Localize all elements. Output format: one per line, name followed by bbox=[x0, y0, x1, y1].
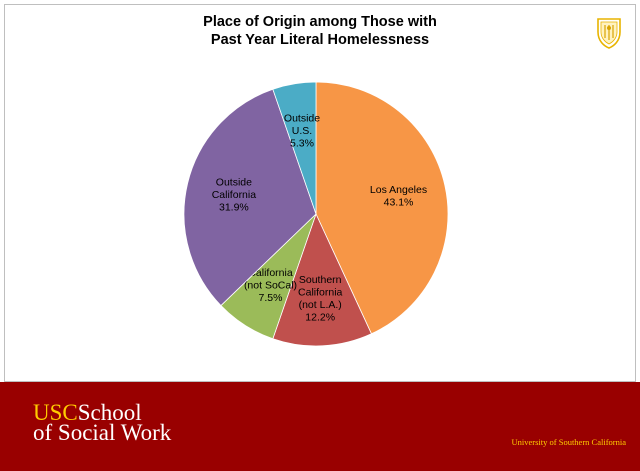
pie-category-label: California bbox=[248, 267, 293, 279]
pie-category-label: California bbox=[298, 287, 343, 299]
pie-value-label: 31.9% bbox=[219, 201, 249, 213]
pie-category-label: Outside bbox=[216, 176, 252, 188]
pie-label-california-not-socal: California (not SoCal) 7.5% bbox=[244, 267, 297, 304]
pie-label-southern-california-not-l-a: Southern California (not L.A.) 12.2% bbox=[298, 274, 343, 324]
pie-label-los-angeles: Los Angeles 43.1% bbox=[370, 184, 427, 209]
logo-school-text: School bbox=[77, 400, 142, 425]
logo-line-2: of Social Work bbox=[33, 420, 172, 445]
pie-value-label: 5.3% bbox=[290, 138, 314, 150]
usc-shield-icon bbox=[597, 18, 621, 49]
pie-slice-outside-u-s bbox=[272, 81, 317, 215]
pie-value-label: 7.5% bbox=[259, 292, 283, 304]
footer-bar bbox=[0, 382, 640, 471]
pie-category-label: U.S. bbox=[292, 125, 312, 137]
logo-usc-text: USC bbox=[33, 400, 78, 425]
pie-value-label: 12.2% bbox=[305, 312, 335, 324]
pie-category-label: (not L.A.) bbox=[299, 299, 342, 311]
chart-title-line-1: Place of Origin among Those with bbox=[203, 14, 437, 30]
pie-label-outside-u-s: Outside U.S. 5.3% bbox=[284, 113, 320, 150]
pie-slice-los-angeles bbox=[315, 81, 449, 335]
pie-slice-southern-california-not-l-a bbox=[272, 212, 372, 347]
chart-title-line-2: Past Year Literal Homelessness bbox=[210, 32, 430, 48]
pie-category-label: California bbox=[212, 189, 257, 201]
pie-category-label: (not SoCal) bbox=[244, 280, 297, 292]
university-name: University of Southern California bbox=[511, 437, 627, 447]
pie-value-label: 43.1% bbox=[384, 197, 414, 209]
pie-category-label: Southern bbox=[299, 274, 342, 286]
pie-category-label: Los Angeles bbox=[370, 184, 427, 196]
chart-title: Place of Origin among Those with Past Ye… bbox=[0, 13, 640, 49]
pie-category-label: Outside bbox=[284, 113, 320, 125]
usc-school-logo: USCSchool of Social Work bbox=[33, 400, 172, 445]
pie-slice-outside-california bbox=[183, 88, 317, 307]
pie-label-outside-california: Outside California 31.9% bbox=[212, 176, 257, 213]
pie-chart: Los Angeles 43.1%Southern California (not L… bbox=[183, 81, 449, 347]
